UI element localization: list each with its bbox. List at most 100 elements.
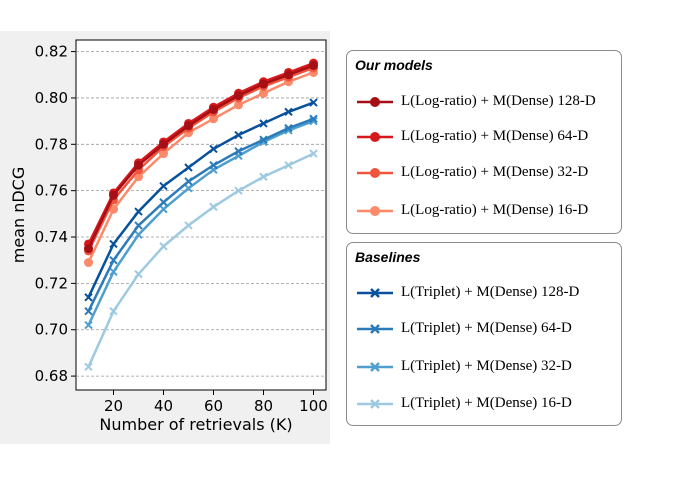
legend-swatch	[357, 362, 393, 372]
y-tick-label: 0.80	[35, 89, 68, 107]
axes: 0.68 0.70 0.72 0.74 0.76 0.78 0.80 0.82 20 40 60 80…	[35, 43, 328, 415]
data-point	[159, 242, 168, 251]
legend-item: L(Triplet) + M(Dense) 32-D	[355, 356, 617, 378]
legend-swatch	[357, 324, 393, 334]
x-tick-label: 20	[104, 397, 123, 415]
legend-ours: Our models L(Log-ratio) + M(Dense) 128-D…	[346, 50, 622, 234]
data-point	[134, 160, 143, 170]
series-ours	[84, 67, 318, 268]
data-point	[184, 121, 193, 131]
data-point	[209, 160, 218, 170]
y-tick-label: 0.76	[35, 182, 68, 200]
series-baseline	[84, 114, 318, 316]
data-point	[259, 119, 268, 128]
data-point	[184, 163, 193, 172]
data-point	[109, 267, 118, 276]
legend-item: L(Log-ratio) + M(Dense) 128-D	[355, 91, 617, 113]
legend-item: L(Triplet) + M(Dense) 16-D	[355, 393, 617, 415]
series-line	[87, 62, 314, 245]
legend-item: L(Log-ratio) + M(Dense) 64-D	[355, 126, 617, 148]
y-tick-label: 0.72	[35, 274, 68, 292]
legend-item: L(Triplet) + M(Dense) 128-D	[355, 282, 617, 304]
legend-label: L(Log-ratio) + M(Dense) 16-D	[401, 202, 589, 218]
series-line	[87, 71, 314, 264]
series-line	[87, 119, 314, 326]
legend-baselines: Baselines L(Triplet) + M(Dense) 128-D L(…	[346, 242, 622, 426]
legend-label: L(Triplet) + M(Dense) 32-D	[401, 358, 572, 374]
data-point	[109, 255, 118, 265]
data-point	[234, 130, 243, 140]
data-point	[84, 293, 93, 302]
data-point	[184, 184, 193, 193]
data-point	[259, 172, 268, 181]
data-point	[134, 269, 143, 279]
data-point	[84, 244, 93, 254]
data-point	[84, 362, 93, 372]
data-point	[309, 98, 318, 107]
legend-item: L(Log-ratio) + M(Dense) 32-D	[355, 162, 617, 184]
x-tick-label: 60	[204, 397, 223, 415]
data-point	[209, 144, 218, 154]
legend-label: L(Triplet) + M(Dense) 128-D	[401, 284, 580, 300]
data-point	[109, 239, 118, 249]
data-point	[134, 172, 143, 182]
y-tick-label: 0.78	[35, 135, 68, 153]
data-point	[284, 70, 293, 80]
series-line	[87, 64, 314, 250]
data-point	[284, 107, 293, 117]
x-axis-label: Number of retrievals (K)	[99, 415, 292, 434]
legend-swatch	[357, 399, 393, 409]
series-baseline	[84, 98, 318, 302]
data-point	[259, 135, 268, 144]
series-line	[87, 101, 314, 298]
legend-swatch	[357, 206, 393, 216]
data-point	[309, 149, 318, 158]
data-point	[134, 230, 143, 239]
legend-swatch	[357, 97, 393, 107]
data-point	[309, 114, 318, 124]
data-point	[159, 139, 168, 149]
y-tick-label: 0.70	[35, 321, 68, 339]
data-point	[234, 147, 243, 156]
legend-item: L(Log-ratio) + M(Dense) 16-D	[355, 200, 617, 222]
data-point	[209, 105, 218, 115]
legend-item: L(Triplet) + M(Dense) 64-D	[355, 318, 617, 340]
data-point	[84, 258, 93, 268]
legend-swatch	[357, 288, 393, 298]
legend-label: L(Triplet) + M(Dense) 64-D	[401, 320, 572, 336]
legend-swatch	[357, 168, 393, 178]
y-tick-label: 0.82	[35, 43, 68, 61]
series-line	[87, 66, 314, 252]
series-line	[87, 117, 314, 312]
y-tick-label: 0.74	[35, 228, 68, 246]
data-point	[209, 202, 218, 212]
series-line	[87, 152, 315, 368]
data-point	[184, 221, 193, 230]
data-point	[84, 320, 93, 330]
legend-ours-title: Our models	[355, 57, 433, 73]
series-layer	[84, 58, 318, 372]
legend-label: L(Log-ratio) + M(Dense) 32-D	[401, 164, 589, 180]
x-tick-label: 40	[154, 397, 173, 415]
data-point	[159, 181, 168, 191]
data-point	[159, 198, 168, 207]
data-point	[159, 204, 168, 214]
data-point	[234, 91, 243, 101]
data-point	[184, 177, 193, 186]
x-tick-label: 80	[254, 397, 273, 415]
legend-label: L(Log-ratio) + M(Dense) 64-D	[401, 128, 589, 144]
data-point	[109, 190, 118, 200]
legend-label: L(Triplet) + M(Dense) 16-D	[401, 395, 572, 411]
data-point	[309, 60, 318, 70]
data-point	[159, 149, 168, 159]
data-point	[134, 221, 143, 230]
data-point	[209, 114, 218, 124]
data-point	[284, 160, 293, 170]
legend-baselines-title: Baselines	[355, 249, 421, 265]
data-point	[234, 186, 243, 195]
data-point	[84, 306, 93, 316]
data-point	[259, 79, 268, 89]
data-point	[134, 207, 143, 216]
y-axis-label: mean nDCG	[9, 167, 28, 264]
